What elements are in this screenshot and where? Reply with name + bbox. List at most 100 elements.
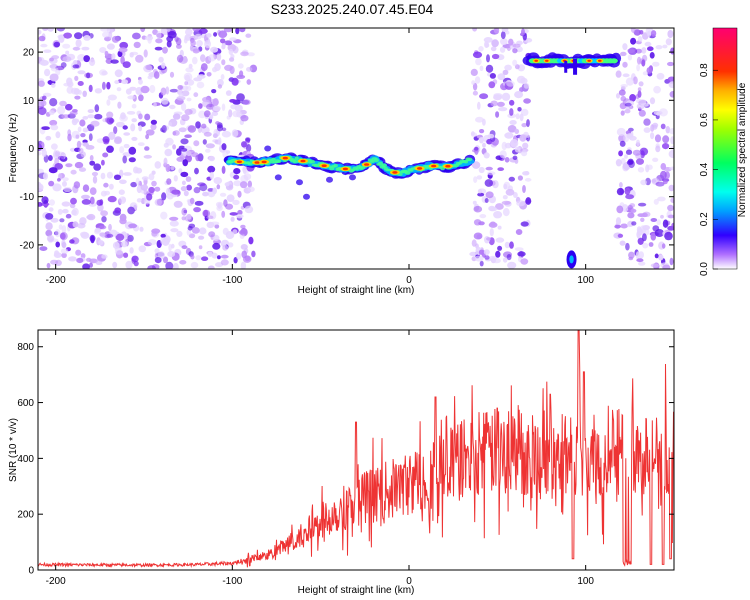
noise-speckle	[160, 87, 167, 96]
noise-speckle	[147, 265, 156, 269]
noise-speckle	[100, 210, 108, 217]
noise-speckle	[101, 216, 107, 223]
noise-speckle	[485, 166, 493, 171]
noise-speckle	[651, 124, 658, 130]
noise-speckle	[504, 157, 510, 163]
noise-speckle	[73, 46, 80, 51]
noise-speckle	[648, 242, 654, 247]
noise-speckle	[161, 192, 167, 201]
noise-speckle	[98, 225, 107, 230]
noise-speckle	[499, 46, 506, 53]
noise-speckle	[38, 202, 43, 207]
noise-speckle	[650, 132, 655, 140]
noise-speckle	[475, 57, 482, 66]
noise-speckle	[622, 61, 628, 68]
noise-speckle	[74, 161, 84, 169]
noise-speckle	[522, 171, 530, 176]
noise-speckle	[111, 35, 120, 43]
noise-speckle	[67, 133, 72, 142]
noise-speckle	[114, 250, 124, 255]
noise-speckle	[628, 251, 635, 259]
noise-speckle	[185, 176, 192, 182]
noise-speckle	[51, 82, 56, 88]
noise-speckle	[197, 74, 206, 79]
noise-speckle	[247, 180, 252, 188]
noise-speckle	[213, 177, 223, 185]
y-tick-label: 10	[23, 96, 35, 107]
noise-speckle	[501, 92, 511, 101]
noise-speckle	[173, 262, 179, 269]
noise-speckle	[135, 54, 144, 63]
noise-speckle	[620, 110, 625, 116]
noise-speckle	[46, 235, 55, 242]
noise-speckle	[495, 250, 501, 258]
spectrogram-heatmap	[38, 28, 674, 269]
noise-speckle	[128, 157, 136, 163]
noise-speckle	[56, 28, 65, 32]
noise-speckle	[497, 245, 503, 251]
noise-speckle	[154, 161, 162, 169]
noise-speckle	[641, 103, 649, 107]
noise-speckle	[131, 255, 139, 263]
ridge-blob	[355, 167, 359, 171]
colorbar-axis: 0.0 0.2 0.4 0.6 0.8	[699, 63, 718, 276]
noise-speckle	[179, 260, 187, 265]
noise-speckle	[236, 252, 242, 260]
noise-speckle	[67, 81, 74, 88]
noise-speckle	[154, 186, 161, 192]
noise-speckle	[77, 70, 86, 75]
noise-speckle	[83, 55, 90, 63]
noise-speckle	[119, 114, 128, 122]
noise-speckle	[178, 168, 183, 174]
noise-speckle	[219, 192, 227, 197]
noise-speckle	[652, 225, 660, 232]
noise-speckle	[138, 79, 143, 85]
noise-speckle	[132, 32, 141, 40]
ridge-spur	[303, 193, 310, 200]
noise-speckle	[136, 198, 142, 203]
noise-speckle	[221, 103, 226, 111]
noise-speckle	[522, 142, 529, 149]
noise-speckle	[51, 143, 58, 150]
x-tick-label: 100	[577, 576, 594, 587]
noise-speckle	[503, 181, 511, 190]
noise-speckle	[206, 103, 215, 110]
noise-speckle	[41, 126, 50, 130]
noise-speckle	[618, 89, 626, 96]
noise-speckle	[145, 129, 155, 136]
noise-speckle	[90, 120, 100, 127]
noise-speckle	[640, 179, 647, 186]
noise-speckle	[131, 118, 137, 123]
ridge-blob	[374, 158, 379, 163]
noise-speckle	[521, 123, 528, 128]
ridge-peak-core	[445, 164, 451, 168]
noise-speckle	[240, 244, 248, 250]
noise-speckle	[473, 205, 483, 213]
noise-speckle	[138, 245, 147, 253]
noise-speckle	[92, 175, 98, 184]
noise-speckle	[81, 199, 91, 205]
noise-speckle	[112, 241, 120, 249]
noise-speckle	[649, 97, 656, 105]
noise-speckle	[38, 168, 44, 174]
ridge-spur	[349, 174, 356, 181]
noise-speckle	[642, 233, 647, 242]
noise-speckle	[121, 79, 129, 85]
noise-speckle	[226, 194, 235, 202]
noise-speckle	[669, 166, 674, 171]
noise-speckle	[641, 47, 647, 54]
noise-speckle	[643, 118, 651, 126]
low-blob-core	[569, 255, 574, 264]
noise-speckle	[483, 249, 490, 256]
noise-speckle	[176, 148, 182, 156]
noise-speckle	[243, 173, 252, 181]
noise-speckle	[103, 182, 109, 188]
noise-speckle	[169, 104, 176, 110]
noise-speckle	[208, 155, 215, 162]
noise-speckle	[653, 198, 659, 205]
noise-speckle	[54, 163, 63, 170]
noise-speckle	[509, 99, 515, 106]
noise-speckle	[143, 49, 148, 58]
noise-speckle	[162, 46, 168, 54]
